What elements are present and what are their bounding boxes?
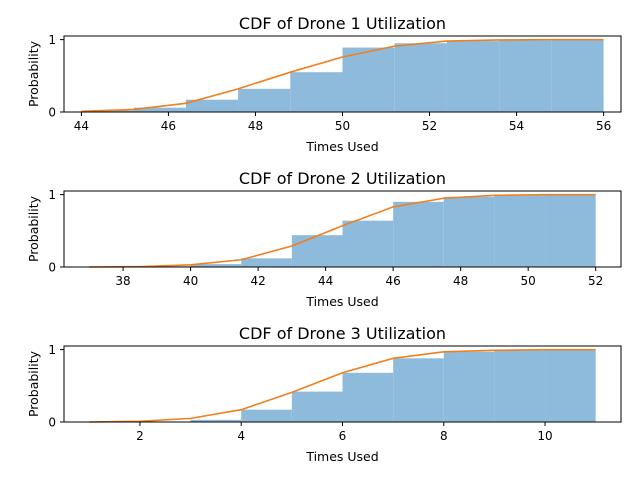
chart-3-xtick-label-4: 8 [440,429,448,443]
chart-1-xtick-label-7: 56 [596,119,611,133]
chart-2: 38 40 42 44 46 48 50 52 0 1 CDF of Drone 2 Utiliza… [26,169,622,309]
chart-3-ylabel: Probability [26,350,41,417]
chart-2-xtick-label-1: 38 [115,274,130,288]
chart-1-xtick-label-6: 54 [509,119,524,133]
chart-1: 44 46 48 50 52 54 56 0 1 CDF of Drone 1 Utilizati… [26,14,622,154]
chart-2-xtick-label-4: 44 [318,274,333,288]
chart-1-xtick-label-3: 48 [248,119,263,133]
chart-3-ytick-label-2: 1 [48,343,56,357]
chart-3-ytick-label-1: 0 [48,416,56,430]
chart-3-cdf-line [89,348,596,423]
chart-3-xtick-label-5: 10 [537,429,552,443]
chart-1-bar-9 [499,40,552,112]
chart-1-bar-7 [394,43,447,112]
chart-2-xtick-label-6: 48 [453,274,468,288]
chart-1-title: CDF of Drone 1 Utilization [239,14,446,33]
chart-3-bar-4 [241,409,292,422]
chart-2-cdf-line [89,193,596,268]
chart-2-bar-4 [241,258,292,267]
chart-2-xtick-label-2: 40 [183,274,198,288]
chart-2-axes-frame [63,190,622,268]
chart-2-ylabel: Probability [26,195,41,262]
chart-1-bar-6 [342,47,395,113]
chart-2-bar-8 [443,196,495,267]
chart-2-bar-9 [494,195,546,267]
chart-3-xtick-label-2: 4 [237,429,245,443]
chart-3-bar-5 [291,391,343,422]
chart-1-ytick-label-2: 1 [48,33,56,47]
chart-1-bar-10 [551,39,604,112]
chart-3-xlabel: Times Used [305,449,378,464]
chart-1-bar-5 [290,72,343,112]
chart-1-xtick-label-5: 52 [422,119,437,133]
chart-1-xtick-label-1: 44 [74,119,89,133]
chart-1-ylabel: Probability [26,40,41,107]
chart-1-ytick-label-1: 0 [48,106,56,120]
chart-2-title: CDF of Drone 2 Utilization [239,169,446,188]
chart-3-title: CDF of Drone 3 Utilization [239,324,446,343]
chart-3-bar-10 [545,349,596,422]
chart-1-cdf-line [81,38,604,113]
chart-1-bar-8 [446,41,500,112]
chart-3-xtick-label-3: 6 [339,429,347,443]
chart-1-xtick-label-2: 46 [161,119,176,133]
chart-2-xlabel: Times Used [305,294,378,309]
chart-1-bar-1 [81,110,134,112]
chart-3-bar-3 [190,419,242,422]
chart-2-bar-6 [342,220,394,267]
chart-1-bar-4 [238,88,291,112]
chart-2-bar-5 [291,235,343,267]
chart-2-ytick-label-1: 0 [48,261,56,275]
chart-1-bar-2 [133,107,186,112]
chart-1-xtick-label-4: 50 [335,119,350,133]
chart-3-bar-8 [443,351,495,422]
chart-3-bar-6 [342,372,394,422]
chart-2-xtick-label-3: 42 [250,274,265,288]
chart-2-xtick-label-5: 46 [385,274,400,288]
chart-2-xtick-label-7: 50 [521,274,536,288]
chart-2-bar-7 [393,201,444,267]
chart-3-bar-7 [393,358,444,422]
chart-2-xtick-label-8: 52 [588,274,603,288]
chart-3-bar-9 [494,350,546,422]
chart-1-bar-3 [185,99,239,112]
chart-1-xlabel: Times Used [305,139,378,154]
chart-3: 2 4 6 8 10 0 1 CDF of Drone 3 Utilization Times … [26,324,622,464]
chart-2-bar-3 [190,264,242,267]
chart-2-bar-10 [545,194,596,267]
chart-2-ytick-label-2: 1 [48,188,56,202]
chart-3-xtick-label-1: 2 [136,429,144,443]
